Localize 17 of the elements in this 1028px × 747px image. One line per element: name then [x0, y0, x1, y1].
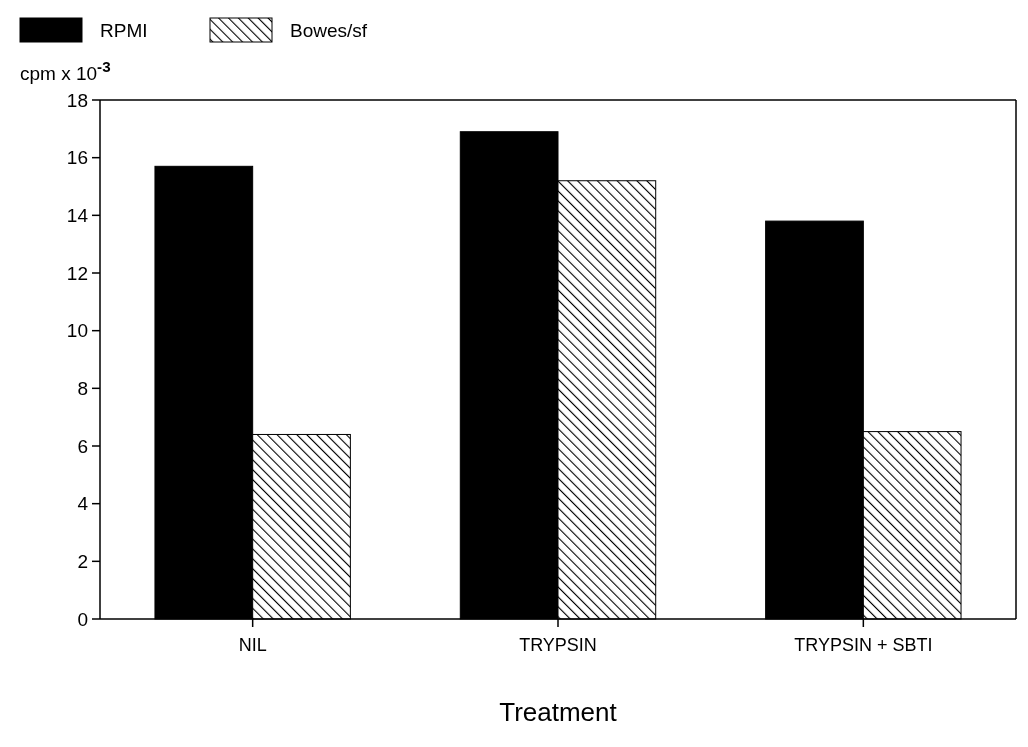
y-tick-label: 2 — [77, 550, 88, 572]
x-axis-title: Treatment — [499, 697, 618, 727]
y-tick-label: 12 — [66, 262, 88, 284]
y-tick-label: 4 — [77, 493, 89, 515]
legend-label: RPMI — [100, 19, 148, 41]
y-tick-label: 8 — [77, 377, 88, 399]
x-tick-label: NIL — [238, 635, 267, 655]
y-axis-title: cpm x 10$^{-3}$ — [20, 57, 111, 84]
y-tick-label: 6 — [77, 435, 88, 457]
y-tick-label: 18 — [66, 89, 88, 111]
x-tick-label: TRYPSIN + SBTI — [794, 635, 933, 655]
y-tick-label: 0 — [77, 608, 88, 630]
legend-label: Bowes/sf — [290, 19, 368, 41]
y-tick-label: 10 — [66, 320, 88, 342]
x-tick-label: TRYPSIN — [519, 635, 597, 655]
y-tick-label: 14 — [66, 204, 89, 226]
y-tick-label: 16 — [66, 147, 88, 169]
